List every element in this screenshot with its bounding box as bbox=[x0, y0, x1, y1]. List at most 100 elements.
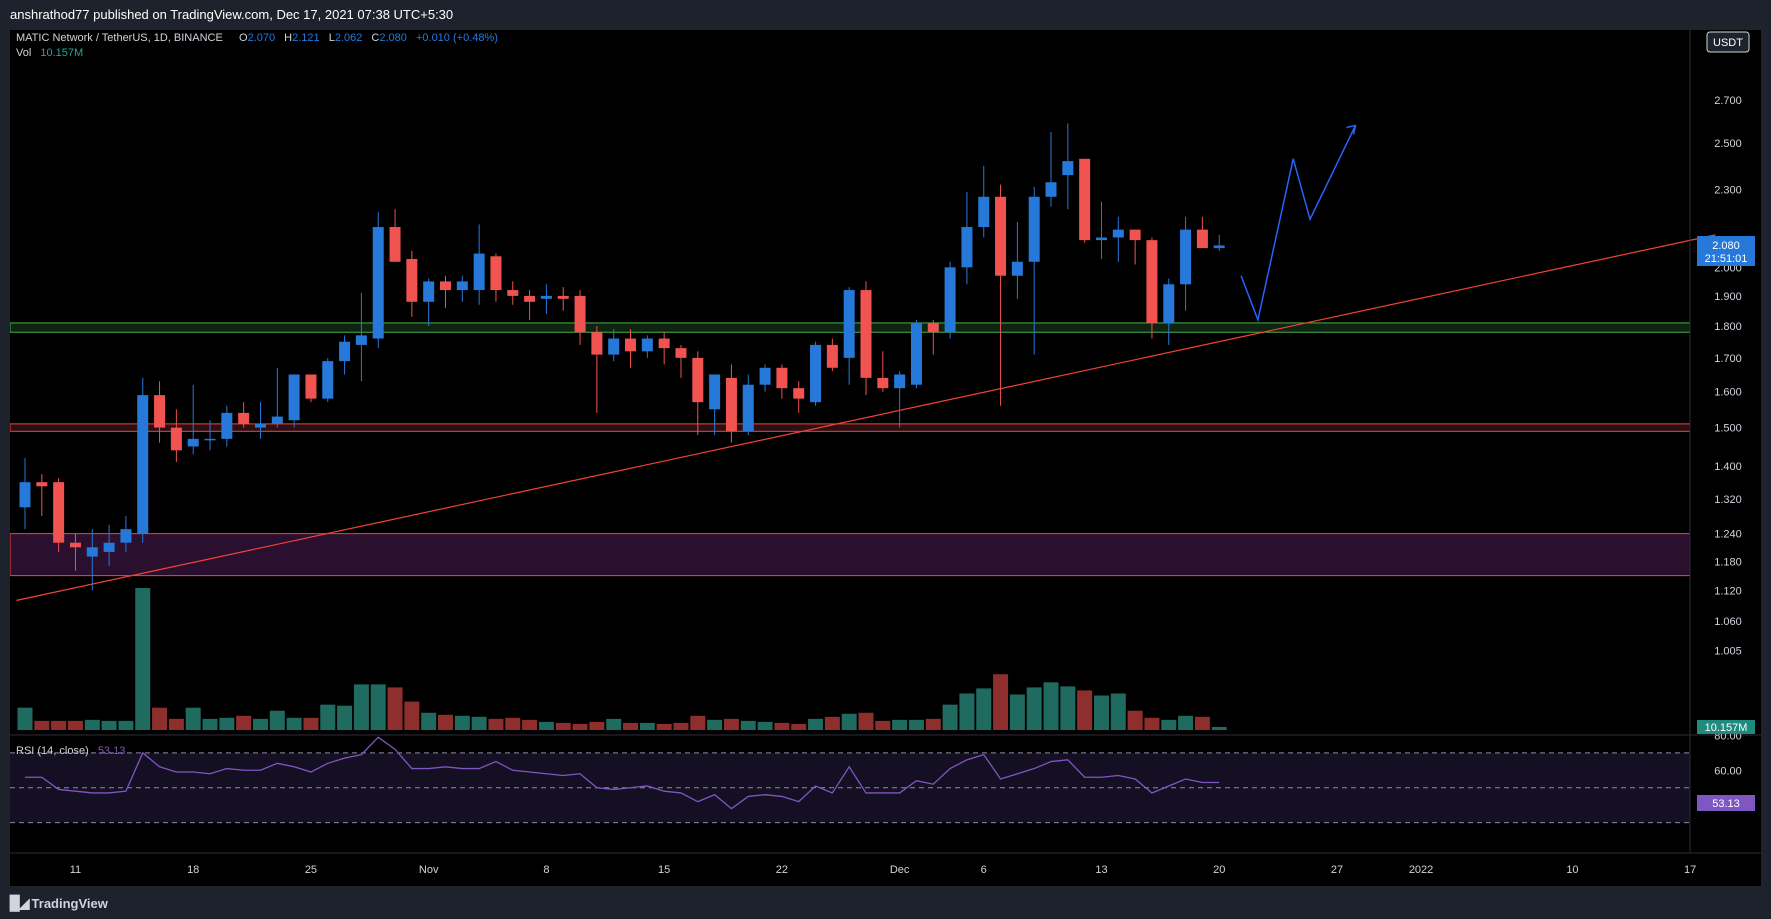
currency-badge[interactable]: USDT bbox=[1706, 31, 1750, 53]
candle-body bbox=[170, 427, 182, 451]
time-tick-label: 20 bbox=[1213, 864, 1225, 876]
candle-body bbox=[1196, 229, 1208, 249]
time-tick-label: 11 bbox=[70, 864, 81, 876]
rsi-value-tag-box bbox=[1697, 795, 1755, 811]
time-tick-label: 17 bbox=[1684, 864, 1696, 876]
volume-bar bbox=[774, 722, 790, 730]
candle-body bbox=[776, 367, 788, 389]
candle-body bbox=[860, 290, 872, 378]
candle-body bbox=[305, 374, 317, 399]
candle-body bbox=[339, 341, 351, 362]
candle-body bbox=[440, 281, 451, 291]
rsi-layer bbox=[10, 734, 1761, 824]
time-tick-label: 2022 bbox=[1409, 864, 1433, 876]
volume-bar bbox=[488, 718, 504, 730]
candle-body bbox=[608, 338, 620, 355]
price-tick-label: 1.700 bbox=[1714, 353, 1742, 365]
volume-bar bbox=[1009, 694, 1025, 730]
candle-body bbox=[1129, 229, 1141, 241]
volume-bar bbox=[219, 717, 235, 730]
candle-body bbox=[1180, 229, 1192, 285]
last-price-tag-box bbox=[1697, 236, 1755, 266]
price-tick-label: 1.400 bbox=[1714, 461, 1742, 473]
candle-body bbox=[154, 395, 166, 428]
candle-body bbox=[120, 529, 132, 543]
time-tick-label: 10 bbox=[1566, 864, 1578, 876]
projection-arrowhead bbox=[1346, 124, 1357, 135]
volume-bar bbox=[589, 721, 605, 730]
volume-bar bbox=[320, 704, 336, 730]
volume-bar bbox=[269, 710, 285, 730]
candle-body bbox=[406, 259, 418, 302]
candle-body bbox=[355, 335, 367, 345]
candle-body bbox=[574, 295, 586, 333]
ohlc-high-key: H bbox=[284, 32, 292, 44]
candle-body bbox=[978, 196, 990, 228]
rsi-tick-label: 60.00 bbox=[1714, 765, 1742, 777]
volume-bar bbox=[1211, 726, 1227, 730]
volume-bar bbox=[404, 701, 420, 730]
ohlc-open-value: 2.070 bbox=[248, 32, 276, 44]
candle-body bbox=[524, 295, 536, 302]
volume-bar bbox=[908, 719, 924, 730]
volume-bar bbox=[505, 717, 521, 730]
candle-body bbox=[69, 542, 81, 548]
price-tick-label: 1.900 bbox=[1714, 291, 1742, 303]
rsi-value-tag: 53.13 bbox=[1697, 795, 1755, 811]
volume-bar bbox=[1043, 682, 1059, 730]
volume-bar bbox=[606, 718, 622, 730]
tradingview-logo-icon: ▉◢ bbox=[10, 895, 29, 911]
volume-bar bbox=[623, 722, 639, 730]
candle-body bbox=[810, 344, 822, 403]
volume-bar bbox=[1161, 719, 1177, 730]
candle-body bbox=[389, 227, 401, 262]
candle-body bbox=[473, 253, 485, 291]
candle-body bbox=[53, 482, 65, 543]
candle-body bbox=[675, 348, 687, 358]
candle-body bbox=[877, 377, 889, 389]
volume-bar bbox=[34, 720, 50, 730]
ohlc-low-key: L bbox=[329, 32, 335, 44]
volume-bar bbox=[454, 715, 470, 730]
volume-bar bbox=[522, 719, 538, 730]
volume-bar bbox=[858, 712, 874, 730]
price-tick-label: 1.180 bbox=[1714, 556, 1742, 568]
time-tick-label: 15 bbox=[658, 864, 670, 876]
candle-body bbox=[36, 482, 48, 487]
candle-body bbox=[204, 438, 216, 441]
volume-bar bbox=[1178, 715, 1194, 730]
candle-body bbox=[709, 374, 721, 410]
ohlc-close-value: 2.080 bbox=[379, 32, 407, 44]
candle-body bbox=[826, 344, 838, 368]
tradingview-brand[interactable]: ▉◢ TradingView bbox=[10, 895, 108, 912]
price-tick-label: 1.500 bbox=[1714, 423, 1742, 435]
publisher-line: anshrathod77 published on TradingView.co… bbox=[10, 7, 454, 22]
volume-bar bbox=[252, 718, 268, 730]
symbol-title: MATIC Network / TetherUS, 1D, BINANCE bbox=[16, 32, 223, 44]
volume-bar bbox=[875, 720, 891, 730]
ohlc-readout: O2.070 H2.121 L2.062 C2.080 +0.010 (+0.4… bbox=[239, 32, 498, 44]
time-tick-label: 22 bbox=[776, 864, 788, 876]
candle-body bbox=[1112, 229, 1124, 238]
rsi-legend: RSI (14, close) 53.13 bbox=[16, 745, 125, 757]
candle-body bbox=[288, 374, 300, 421]
volume-bar bbox=[1093, 695, 1109, 730]
volume-bar bbox=[690, 715, 706, 730]
time-tick-label: Nov bbox=[419, 864, 439, 876]
volume-bar bbox=[1127, 710, 1143, 730]
candle-body bbox=[692, 357, 704, 403]
price-chart[interactable]: 2.7002.5002.3002.0001.9001.8001.7001.600… bbox=[10, 30, 1761, 886]
ascending-trendline bbox=[16, 234, 1716, 601]
last-price-tag: 2.080 21:51:01 bbox=[1697, 236, 1755, 266]
volume-bar bbox=[152, 707, 168, 730]
candle-body bbox=[372, 227, 384, 339]
volume-bar bbox=[101, 720, 117, 730]
volume-bar bbox=[1060, 686, 1076, 730]
axes-layer: 2.7002.5002.3002.0001.9001.8001.7001.600… bbox=[10, 30, 1761, 886]
volume-bar bbox=[353, 684, 369, 730]
time-tick-label: 6 bbox=[981, 864, 987, 876]
time-tick-label: 25 bbox=[305, 864, 317, 876]
volume-bar bbox=[1194, 716, 1210, 730]
volume-bar bbox=[168, 718, 184, 730]
price-tick-label: 2.700 bbox=[1714, 95, 1742, 107]
